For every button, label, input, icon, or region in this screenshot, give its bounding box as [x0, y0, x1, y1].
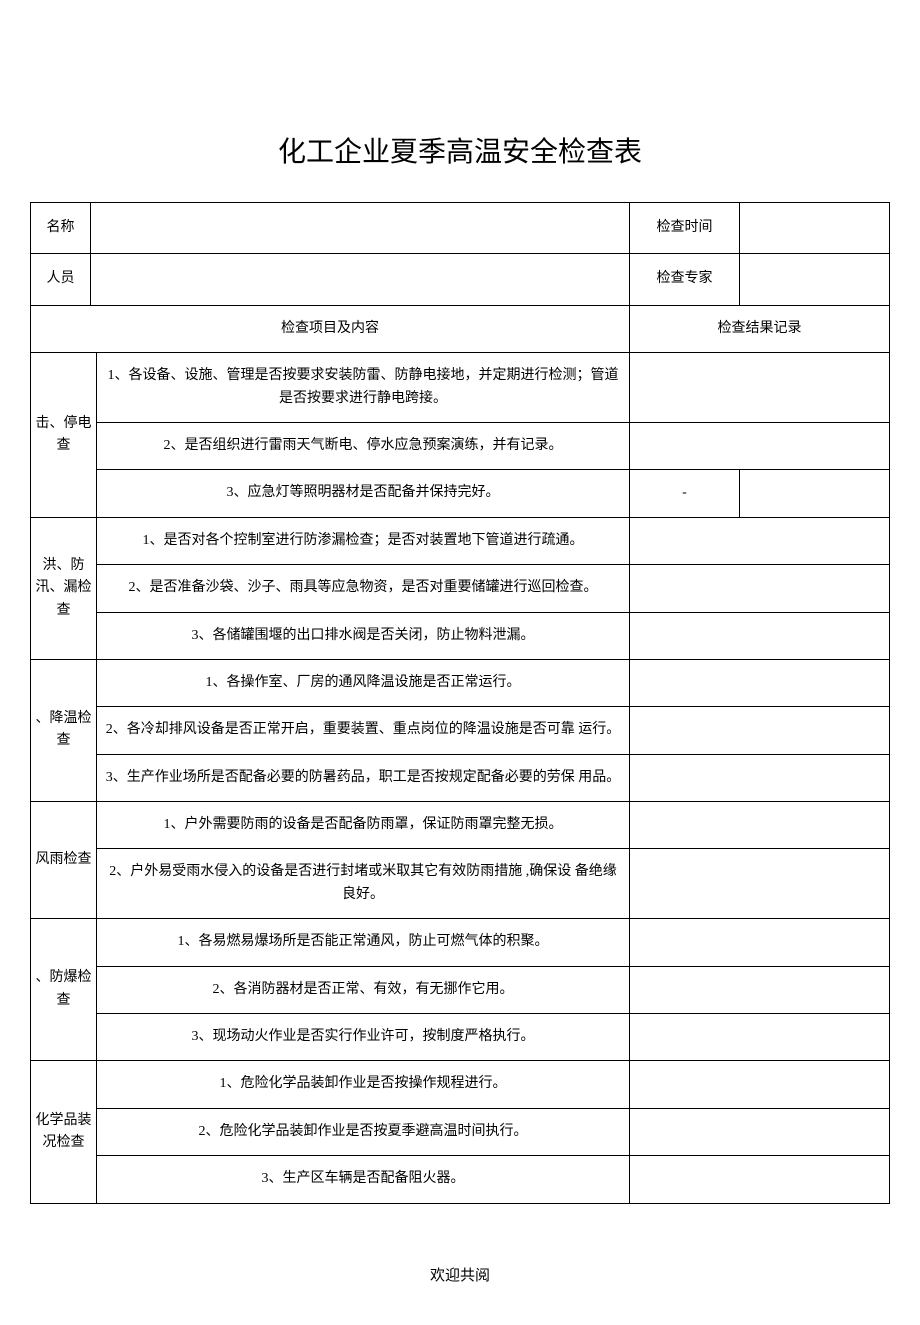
item-cell: 3、应急灯等照明器材是否配备并保持完好。 — [96, 470, 629, 517]
result-cell — [630, 517, 890, 564]
result-header: 检查结果记录 — [630, 305, 890, 352]
column-header-row: 检查项目及内容 检查结果记录 — [31, 305, 890, 352]
category-cell: 洪、防汛、漏检查 — [31, 517, 97, 659]
footer-text: 欢迎共阅 — [30, 1264, 890, 1285]
table-row: 3、生产作业场所是否配备必要的防暑药品，职工是否按规定配备必要的劳保 用品。 — [31, 754, 890, 801]
table-row: 3、现场动火作业是否实行作业许可，按制度严格执行。 — [31, 1014, 890, 1061]
table-row: 2、各消防器材是否正常、有效，有无挪作它用。 — [31, 966, 890, 1013]
name-label: 名称 — [31, 203, 91, 254]
result-cell — [630, 849, 890, 919]
name-value — [91, 203, 630, 254]
table-row: 3、各储罐围堰的出口排水阀是否关闭，防止物料泄漏。 — [31, 612, 890, 659]
item-cell: 3、生产区车辆是否配备阻火器。 — [96, 1156, 629, 1203]
item-cell: 1、户外需要防雨的设备是否配备防雨罩，保证防雨罩完整无损。 — [96, 802, 629, 849]
item-cell: 1、危险化学品装卸作业是否按操作规程进行。 — [96, 1061, 629, 1108]
check-time-value — [740, 203, 890, 254]
item-cell: 3、各储罐围堰的出口排水阀是否关闭，防止物料泄漏。 — [96, 612, 629, 659]
inspection-table: 名称 检查时间 人员 检查专家 检查项目及内容 检查结果记录 击、停电查 1、各… — [30, 202, 890, 1204]
page-title: 化工企业夏季高温安全检查表 — [30, 130, 890, 170]
item-cell: 2、各冷却排风设备是否正常开启，重要装置、重点岗位的降温设施是否可靠 运行。 — [96, 707, 629, 754]
header-row-2: 人员 检查专家 — [31, 254, 890, 305]
result-cell — [630, 659, 890, 706]
item-cell: 2、是否组织进行雷雨天气断电、停水应急预案演练，并有记录。 — [96, 422, 629, 469]
check-expert-value — [740, 254, 890, 305]
check-time-label: 检查时间 — [630, 203, 740, 254]
result-cell — [630, 422, 890, 469]
category-cell: 化学品装况检查 — [31, 1061, 97, 1203]
result-cell — [630, 612, 890, 659]
table-row: 2、是否组织进行雷雨天气断电、停水应急预案演练，并有记录。 — [31, 422, 890, 469]
item-cell: 2、各消防器材是否正常、有效，有无挪作它用。 — [96, 966, 629, 1013]
personnel-label: 人员 — [31, 254, 91, 305]
table-row: 、降温检查 1、各操作室、厂房的通风降温设施是否正常运行。 — [31, 659, 890, 706]
result-cell — [630, 919, 890, 966]
result-cell — [740, 470, 890, 517]
table-row: 击、停电查 1、各设备、设施、管理是否按要求安装防雷、防静电接地，并定期进行检测… — [31, 353, 890, 423]
item-cell: 1、各操作室、厂房的通风降温设施是否正常运行。 — [96, 659, 629, 706]
item-cell: 2、是否准备沙袋、沙子、雨具等应急物资，是否对重要储罐进行巡回检查。 — [96, 565, 629, 612]
header-row-1: 名称 检查时间 — [31, 203, 890, 254]
result-cell — [630, 1061, 890, 1108]
table-row: 、防爆检查 1、各易燃易爆场所是否能正常通风，防止可燃气体的积聚。 — [31, 919, 890, 966]
table-row: 2、危险化学品装卸作业是否按夏季避高温时间执行。 — [31, 1108, 890, 1155]
result-cell — [630, 707, 890, 754]
personnel-value — [91, 254, 630, 305]
category-cell: 风雨检查 — [31, 802, 97, 919]
item-cell: 3、生产作业场所是否配备必要的防暑药品，职工是否按规定配备必要的劳保 用品。 — [96, 754, 629, 801]
item-cell: 2、户外易受雨水侵入的设备是否进行封堵或米取其它有效防雨措施 ,确保设 备绝缘良… — [96, 849, 629, 919]
category-cell: 击、停电查 — [31, 353, 97, 518]
table-row: 2、户外易受雨水侵入的设备是否进行封堵或米取其它有效防雨措施 ,确保设 备绝缘良… — [31, 849, 890, 919]
item-cell: 2、危险化学品装卸作业是否按夏季避高温时间执行。 — [96, 1108, 629, 1155]
table-row: 风雨检查 1、户外需要防雨的设备是否配备防雨罩，保证防雨罩完整无损。 — [31, 802, 890, 849]
result-cell: - — [630, 470, 740, 517]
result-cell — [630, 802, 890, 849]
result-cell — [630, 1014, 890, 1061]
table-row: 3、生产区车辆是否配备阻火器。 — [31, 1156, 890, 1203]
table-row: 洪、防汛、漏检查 1、是否对各个控制室进行防渗漏检查；是否对装置地下管道进行疏通… — [31, 517, 890, 564]
result-cell — [630, 966, 890, 1013]
item-cell: 3、现场动火作业是否实行作业许可，按制度严格执行。 — [96, 1014, 629, 1061]
result-cell — [630, 1156, 890, 1203]
item-cell: 1、各设备、设施、管理是否按要求安装防雷、防静电接地，并定期进行检测；管道是否按… — [96, 353, 629, 423]
result-cell — [630, 1108, 890, 1155]
item-cell: 1、各易燃易爆场所是否能正常通风，防止可燃气体的积聚。 — [96, 919, 629, 966]
table-row: 2、是否准备沙袋、沙子、雨具等应急物资，是否对重要储罐进行巡回检查。 — [31, 565, 890, 612]
table-row: 2、各冷却排风设备是否正常开启，重要装置、重点岗位的降温设施是否可靠 运行。 — [31, 707, 890, 754]
table-row: 3、应急灯等照明器材是否配备并保持完好。 - — [31, 470, 890, 517]
category-header: 检查项目及内容 — [31, 305, 630, 352]
category-cell: 、防爆检查 — [31, 919, 97, 1061]
result-cell — [630, 353, 890, 423]
result-cell — [630, 754, 890, 801]
category-cell: 、降温检查 — [31, 659, 97, 801]
result-cell — [630, 565, 890, 612]
item-cell: 1、是否对各个控制室进行防渗漏检查；是否对装置地下管道进行疏通。 — [96, 517, 629, 564]
table-row: 化学品装况检查 1、危险化学品装卸作业是否按操作规程进行。 — [31, 1061, 890, 1108]
check-expert-label: 检查专家 — [630, 254, 740, 305]
